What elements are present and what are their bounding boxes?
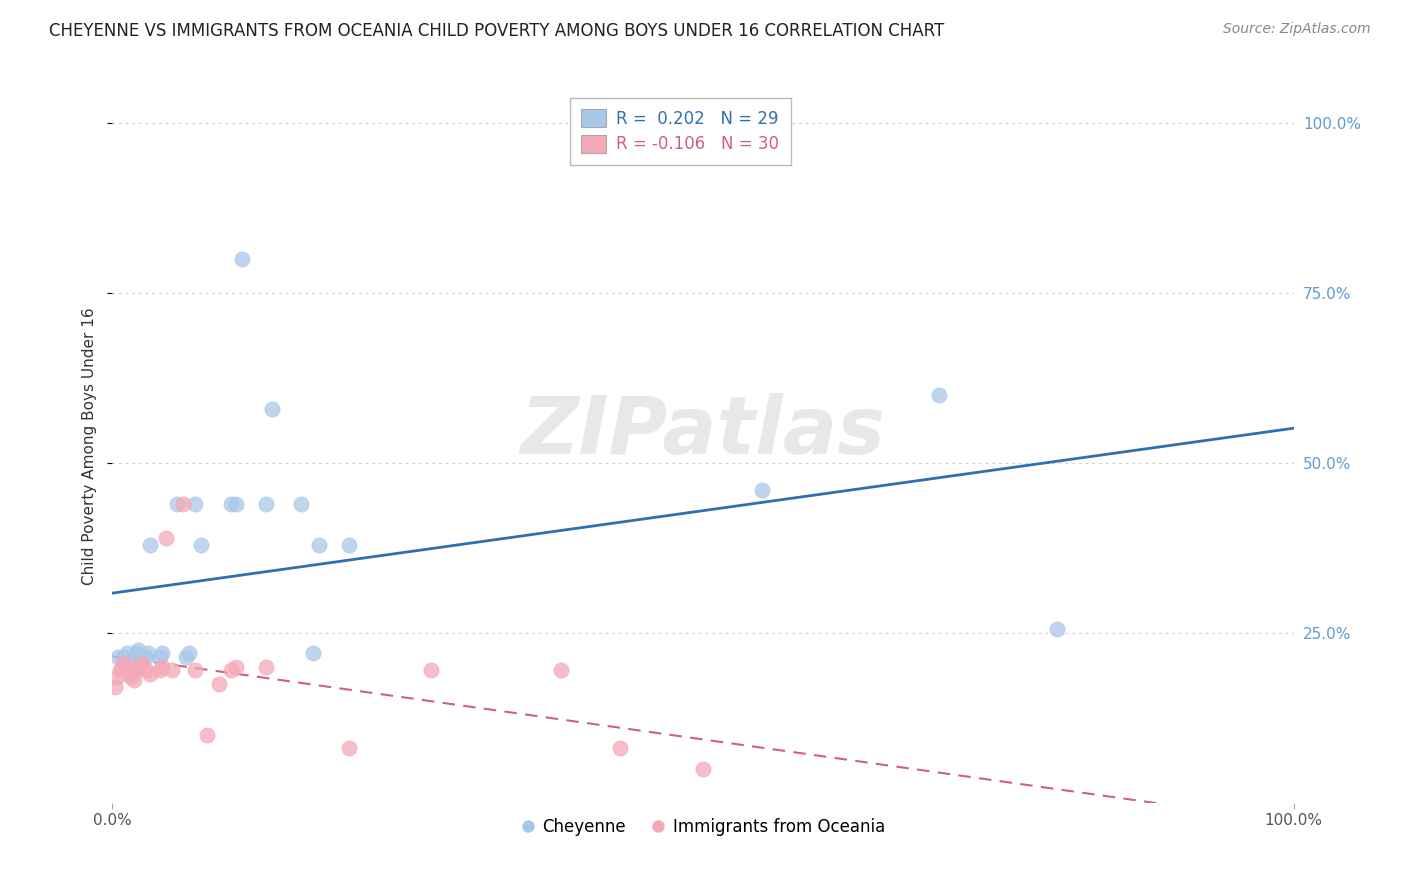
Point: [190, 537, 212, 551]
Point: [125, 663, 148, 677]
Point: [136, 646, 159, 660]
Point: [131, 657, 153, 671]
Point: [149, 649, 172, 664]
Point: [131, 649, 153, 664]
Point: [139, 666, 162, 681]
Text: CHEYENNE VS IMMIGRANTS FROM OCEANIA CHILD POVERTY AMONG BOYS UNDER 16 CORRELATIO: CHEYENNE VS IMMIGRANTS FROM OCEANIA CHIL…: [49, 22, 945, 40]
Point: [225, 660, 247, 674]
Point: [166, 497, 188, 511]
Point: [184, 497, 207, 511]
Point: [155, 531, 177, 545]
Point: [420, 663, 443, 677]
Point: [104, 680, 127, 694]
Point: [174, 649, 197, 664]
Point: [115, 646, 138, 660]
Point: [254, 660, 277, 674]
Point: [751, 483, 773, 498]
Point: [112, 657, 135, 671]
Point: [928, 388, 950, 402]
Point: [692, 762, 714, 776]
Point: [127, 660, 149, 674]
Point: [337, 741, 360, 756]
Text: Source: ZipAtlas.com: Source: ZipAtlas.com: [1223, 22, 1371, 37]
Point: [308, 537, 330, 551]
Point: [1046, 623, 1069, 637]
Point: [122, 649, 145, 664]
Point: [302, 646, 325, 660]
Point: [149, 663, 172, 677]
Point: [179, 646, 201, 660]
Point: [195, 728, 218, 742]
Point: [290, 497, 312, 511]
Point: [550, 663, 572, 677]
Point: [120, 670, 142, 684]
Point: [105, 670, 128, 684]
Point: [111, 660, 134, 674]
Point: [184, 663, 207, 677]
Point: [127, 643, 149, 657]
Point: [150, 660, 173, 674]
Point: [107, 649, 129, 664]
Point: [208, 677, 231, 691]
Text: ZIPatlas: ZIPatlas: [520, 392, 886, 471]
Y-axis label: Child Poverty Among Boys Under 16: Child Poverty Among Boys Under 16: [82, 307, 97, 585]
Point: [219, 663, 242, 677]
Point: [609, 741, 631, 756]
Point: [337, 537, 360, 551]
Point: [160, 663, 183, 677]
Point: [118, 666, 141, 681]
Legend: Cheyenne, Immigrants from Oceania: Cheyenne, Immigrants from Oceania: [513, 810, 893, 845]
Point: [172, 497, 194, 511]
Point: [219, 497, 242, 511]
Point: [135, 663, 157, 677]
Point: [150, 646, 173, 660]
Point: [231, 252, 253, 266]
Point: [139, 537, 162, 551]
Point: [260, 401, 283, 416]
Point: [115, 663, 138, 677]
Point: [225, 497, 247, 511]
Point: [108, 663, 131, 677]
Point: [135, 649, 157, 664]
Point: [112, 649, 135, 664]
Point: [125, 646, 148, 660]
Point: [122, 673, 145, 688]
Point: [254, 497, 277, 511]
